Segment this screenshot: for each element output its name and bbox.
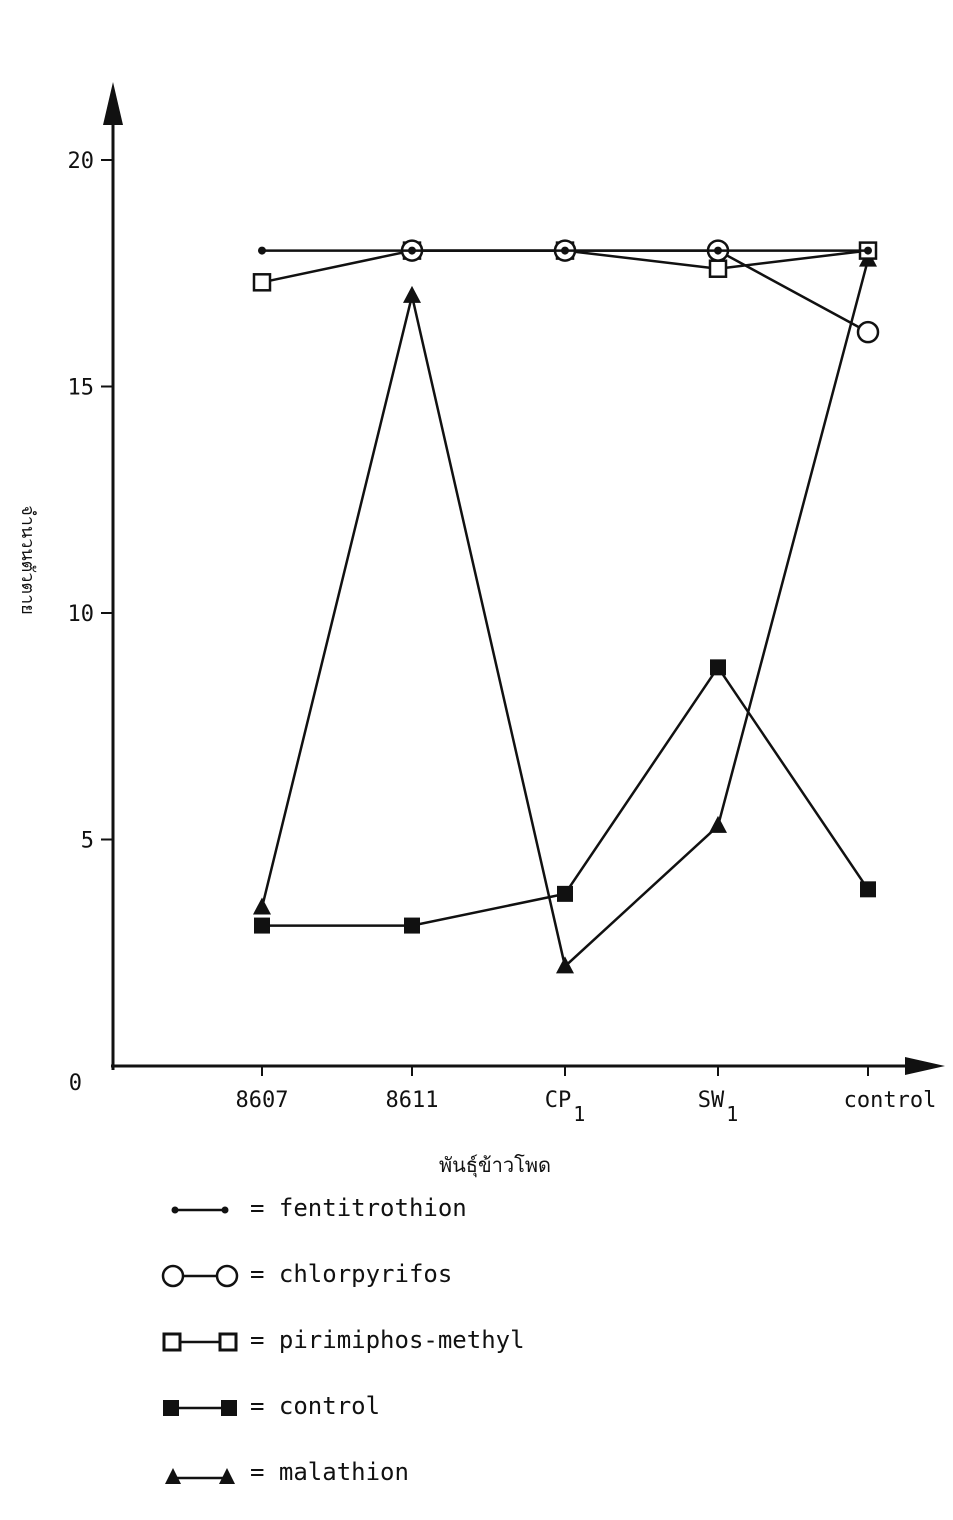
data-point (408, 246, 416, 255)
series-malathion (253, 249, 877, 974)
x-axis-arrow-icon (905, 1057, 945, 1075)
legend-marker-dot-icon (171, 1206, 229, 1214)
legend-item-malathion: = malathion (155, 1454, 755, 1520)
data-point (254, 917, 270, 934)
data-point (403, 285, 421, 303)
data-point (864, 246, 872, 255)
legend-marker-open-square-icon (162, 1332, 238, 1352)
y-tick-label: 20 (68, 149, 95, 174)
data-point (258, 246, 266, 255)
legend-marker-filled-triangle-icon (165, 1468, 235, 1484)
legend-label: = control (250, 1392, 381, 1420)
legend-marker-open-circle-icon (161, 1264, 239, 1288)
x-tick-label: SW1 (698, 1088, 739, 1126)
series-line (412, 249, 869, 334)
x-tick-label: control (844, 1088, 937, 1113)
data-point (556, 956, 574, 974)
data-point (253, 897, 271, 915)
y-tick-label: 15 (68, 376, 95, 401)
series-chlorpyrifos (400, 239, 880, 344)
data-point (561, 246, 569, 255)
data-point (714, 246, 722, 255)
chart: 0 5 10 15 20 8607 8611 CP1 SW1 control พันธุ์ข้าวโ… (17, 82, 945, 1178)
legend-label: = pirimiphos-methyl (250, 1326, 525, 1354)
legend-marker-filled-square-icon (163, 1400, 237, 1416)
legend-label: = chlorpyrifos (250, 1260, 453, 1288)
series-line (260, 259, 870, 969)
data-point (710, 659, 726, 676)
legend-item-chlorpyrifos: = chlorpyrifos (155, 1256, 755, 1322)
y-tick-label: 10 (68, 602, 95, 627)
y-axis-title: จำนวนตัวตาย (17, 505, 38, 615)
x-tick-label: 8611 (386, 1088, 439, 1113)
legend-label: = malathion (250, 1458, 409, 1486)
legend-item-control: = control (155, 1388, 755, 1454)
y-tick-label: 5 (81, 829, 94, 854)
data-point (856, 320, 880, 344)
x-tick-label: CP1 (545, 1088, 586, 1126)
legend-label: = fentitrothion (250, 1194, 467, 1222)
y-tick-label: 0 (69, 1071, 82, 1096)
data-point (557, 885, 573, 902)
data-point (708, 259, 728, 278)
data-point (860, 881, 876, 898)
legend: = fentitrothion = chlorpyrifos = pirimip… (155, 1190, 755, 1520)
data-point (252, 273, 272, 292)
data-point (709, 815, 727, 833)
y-axis-arrow-icon (103, 82, 123, 125)
legend-item-fentitrothion: = fentitrothion (155, 1190, 755, 1256)
x-axis-title: พันธุ์ข้าวโพด (439, 1153, 551, 1178)
series-fentitrothion (258, 246, 872, 255)
data-point (404, 917, 420, 934)
legend-item-pirimiphos-methyl: = pirimiphos-methyl (155, 1322, 755, 1388)
x-tick-label: 8607 (236, 1088, 289, 1113)
series-control (254, 659, 876, 934)
